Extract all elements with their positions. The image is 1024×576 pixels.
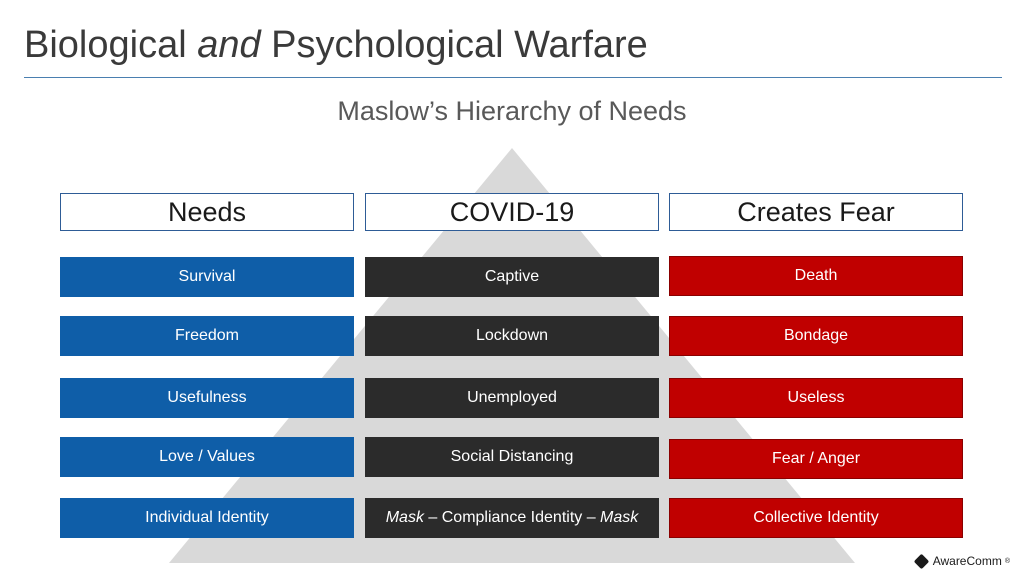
fear-collective-identity: Collective Identity (669, 498, 963, 538)
fear-anger: Fear / Anger (669, 439, 963, 479)
awarecomm-logo-icon (913, 553, 929, 569)
needs-love-values: Love / Values (60, 437, 354, 477)
needs-header: Needs (60, 193, 354, 231)
fear-bondage: Bondage (669, 316, 963, 356)
needs-usefulness: Usefulness (60, 378, 354, 418)
needs-survival: Survival (60, 257, 354, 297)
covid-mask-compliance-identity: Mask – Compliance Identity – Mask (365, 498, 659, 538)
fear-header: Creates Fear (669, 193, 963, 231)
covid-header: COVID-19 (365, 193, 659, 231)
logo-text: AwareComm (932, 554, 1002, 568)
mask-italic-start: Mask (385, 509, 424, 526)
needs-freedom: Freedom (60, 316, 354, 356)
slide-title: Biological and Psychological Warfare (24, 24, 648, 66)
covid-lockdown: Lockdown (365, 316, 659, 356)
fear-death: Death (669, 256, 963, 296)
logo-registered-mark: ® (1004, 557, 1010, 565)
covid-captive: Captive (365, 257, 659, 297)
diagram-subtitle: Maslow’s Hierarchy of Needs (337, 96, 687, 126)
compliance-identity-text: – Compliance Identity – (423, 509, 601, 526)
covid-unemployed: Unemployed (365, 378, 659, 418)
covid-social-distancing: Social Distancing (365, 437, 659, 477)
title-divider (24, 77, 1002, 78)
awarecomm-logo: AwareComm ® (913, 553, 1010, 569)
fear-useless: Useless (669, 378, 963, 418)
needs-individual-identity: Individual Identity (60, 498, 354, 538)
mask-italic-end: Mask (600, 509, 639, 526)
